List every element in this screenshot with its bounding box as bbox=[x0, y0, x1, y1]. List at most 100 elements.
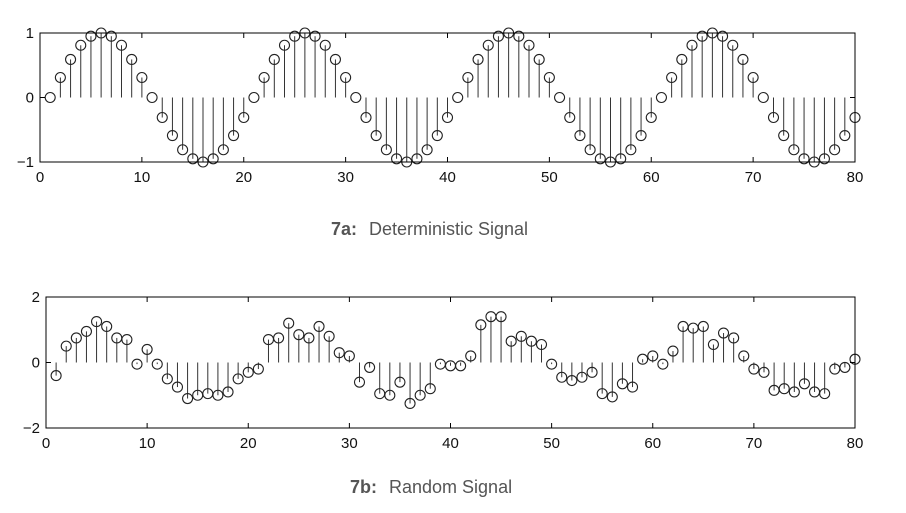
stem-marker bbox=[586, 366, 598, 378]
stem-marker bbox=[171, 381, 184, 393]
stem-marker bbox=[513, 30, 525, 42]
stem-marker bbox=[576, 371, 588, 383]
stem-marker bbox=[492, 30, 504, 42]
caption-tag: 7b: bbox=[350, 477, 377, 497]
stem-marker bbox=[465, 350, 477, 362]
stem-marker bbox=[101, 320, 113, 333]
x-tick-label: 20 bbox=[235, 169, 252, 186]
stem-marker bbox=[615, 153, 627, 165]
stem-marker bbox=[717, 327, 730, 339]
stem-marker bbox=[515, 330, 527, 342]
stem-marker bbox=[596, 388, 608, 400]
stem-marker bbox=[350, 91, 362, 104]
stem-marker bbox=[65, 53, 77, 65]
stem-marker bbox=[625, 144, 637, 156]
stem-marker bbox=[177, 144, 189, 156]
caption-text: Deterministic Signal bbox=[369, 219, 528, 239]
stem-marker bbox=[329, 53, 341, 65]
stem-marker bbox=[309, 30, 321, 42]
caption-tag: 7a: bbox=[331, 219, 357, 239]
stem-marker bbox=[546, 358, 558, 370]
stem-marker bbox=[343, 350, 355, 362]
x-tick-label: 40 bbox=[439, 169, 456, 186]
stem-marker bbox=[616, 378, 628, 390]
stem-marker bbox=[647, 350, 659, 362]
stem-marker bbox=[452, 91, 464, 104]
stem-marker bbox=[676, 53, 688, 65]
stem-marker bbox=[414, 389, 426, 401]
stem-marker bbox=[707, 338, 719, 351]
stem-marker bbox=[121, 334, 133, 346]
stem-marker bbox=[313, 320, 325, 333]
stem-marker bbox=[523, 39, 535, 51]
stem-marker bbox=[166, 130, 178, 142]
stem-marker bbox=[50, 370, 62, 382]
y-tick-label: 2 bbox=[32, 289, 40, 306]
stem-marker bbox=[380, 144, 392, 156]
stem-marker bbox=[146, 91, 158, 104]
stem-marker bbox=[278, 39, 291, 51]
stem-marker bbox=[54, 71, 66, 84]
stem-marker bbox=[574, 130, 586, 142]
stem-marker bbox=[70, 332, 82, 344]
stem-marker bbox=[424, 383, 436, 395]
stem-marker bbox=[303, 332, 315, 344]
stem-marker bbox=[697, 320, 709, 333]
stem-marker bbox=[182, 392, 194, 405]
x-tick-label: 70 bbox=[746, 435, 763, 452]
stem-marker bbox=[554, 91, 566, 104]
stem-marker bbox=[232, 373, 244, 385]
stem-marker bbox=[91, 316, 103, 328]
stem-marker bbox=[293, 329, 305, 341]
x-tick-label: 60 bbox=[643, 169, 660, 186]
stem-marker bbox=[136, 71, 148, 84]
x-tick-label: 10 bbox=[134, 169, 151, 186]
stem-marker bbox=[798, 378, 810, 390]
stem-marker bbox=[340, 71, 352, 84]
x-tick-label: 80 bbox=[847, 435, 864, 452]
stem-marker bbox=[187, 153, 199, 165]
stem-marker bbox=[248, 91, 260, 104]
x-tick-label: 50 bbox=[541, 169, 558, 186]
stem-marker bbox=[788, 144, 800, 156]
stem-marker bbox=[384, 389, 396, 401]
stem-marker bbox=[495, 311, 507, 323]
stem-marker bbox=[635, 130, 647, 142]
x-tick-label: 50 bbox=[543, 435, 560, 452]
stem-marker bbox=[421, 144, 433, 156]
stem-marker bbox=[757, 91, 769, 104]
stem-marker bbox=[60, 340, 72, 352]
stem-marker bbox=[431, 130, 443, 142]
caption-text: Random Signal bbox=[389, 477, 512, 497]
y-tick-label: −1 bbox=[17, 154, 34, 171]
stem-marker bbox=[126, 53, 138, 65]
stem-marker bbox=[268, 53, 280, 65]
stem-marker bbox=[737, 53, 749, 65]
y-tick-label: 1 bbox=[26, 25, 34, 42]
stem-marker bbox=[543, 71, 555, 84]
stem-marker bbox=[360, 111, 372, 124]
stem-marker bbox=[505, 335, 517, 347]
stem-marker bbox=[819, 388, 831, 400]
y-tick-label: 0 bbox=[26, 90, 34, 107]
x-tick-label: 80 bbox=[847, 169, 864, 186]
stem-marker bbox=[161, 373, 173, 385]
stem-marker bbox=[141, 343, 153, 355]
stem-marker bbox=[556, 371, 568, 383]
stem-marker bbox=[767, 111, 780, 124]
stem-marker bbox=[778, 383, 790, 395]
stem-marker bbox=[212, 389, 224, 401]
stem-marker bbox=[535, 338, 548, 351]
x-tick-label: 30 bbox=[337, 169, 354, 186]
stem-marker bbox=[748, 363, 760, 375]
stem-marker bbox=[242, 366, 254, 378]
stem-marker bbox=[364, 361, 376, 373]
stem-marker bbox=[566, 374, 578, 387]
x-tick-label: 0 bbox=[36, 169, 44, 186]
stem-marker bbox=[788, 386, 800, 398]
y-tick-label: −2 bbox=[23, 420, 40, 437]
stem-marker bbox=[778, 130, 790, 142]
stem-marker bbox=[645, 111, 657, 124]
